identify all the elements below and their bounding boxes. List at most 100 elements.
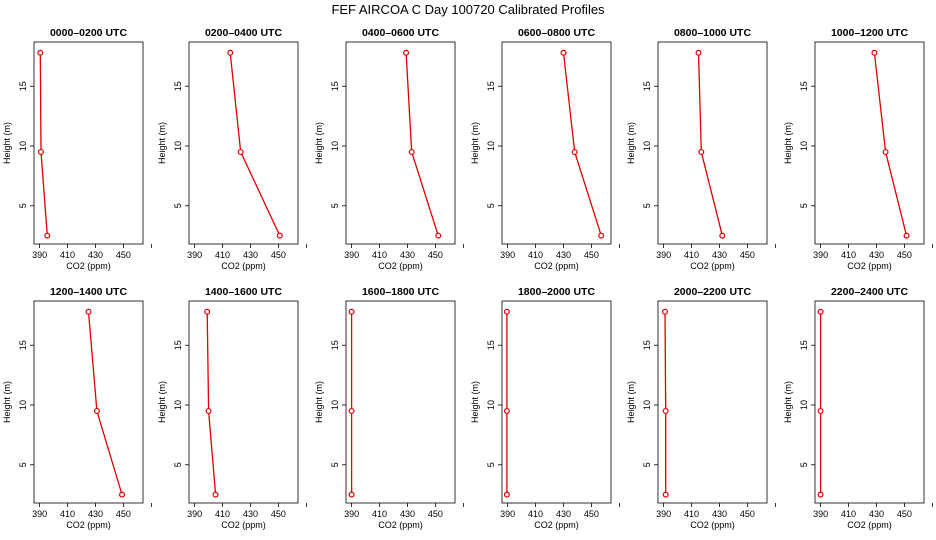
profile-line [697, 52, 723, 236]
x-tick-label: 450 [428, 250, 443, 260]
panel-title: 1000–1200 UTC [831, 27, 908, 39]
y-tick-label: 5 [642, 462, 652, 467]
y-tick-label: 10 [642, 141, 652, 151]
y-tick-label: 5 [173, 462, 183, 467]
y-tick-label: 5 [486, 203, 496, 208]
x-axis-label: CO2 (ppm) [534, 261, 579, 271]
profile-line [873, 52, 908, 236]
data-point [348, 491, 355, 498]
panel-title: 2000–2200 UTC [674, 286, 751, 298]
x-axis-label: CO2 (ppm) [66, 261, 111, 271]
x-tick-label: 410 [528, 509, 543, 519]
data-point [85, 308, 92, 315]
panel-title: 0000–0200 UTC [50, 27, 127, 39]
y-axis-label: Height (m) [783, 381, 793, 423]
x-tick-label: 450 [584, 509, 599, 519]
x-tick-label: 450 [271, 509, 286, 519]
x-tick-label: 430 [712, 509, 727, 519]
y-tick-label: 10 [173, 141, 183, 151]
panel-title: 0400–0600 UTC [362, 27, 439, 39]
x-tick-label: 390 [500, 250, 515, 260]
y-tick-label: 10 [18, 141, 28, 151]
data-point [903, 232, 910, 239]
panel-title: 1800–2000 UTC [518, 286, 595, 298]
profile-line [405, 52, 439, 236]
x-tick-label: 450 [428, 509, 443, 519]
y-tick-label: 15 [330, 340, 340, 350]
x-tick-label: 410 [372, 509, 387, 519]
y-axis-label: Height (m) [157, 381, 167, 423]
profile-line [562, 52, 602, 236]
x-tick-label: 430 [869, 250, 884, 260]
panel-12: 2200–2400 UTC 390 410 430 450 5 10 15 CO2 (ppm) H… [783, 286, 933, 530]
x-tick-label: 390 [656, 509, 671, 519]
data-point [698, 148, 705, 155]
x-tick-label: 410 [528, 250, 543, 260]
y-tick-label: 5 [799, 203, 809, 208]
x-tick-label: 410 [841, 250, 856, 260]
y-tick-label: 15 [173, 81, 183, 91]
data-point [571, 148, 578, 155]
data-point [817, 491, 824, 498]
x-tick-label: 450 [740, 250, 755, 260]
x-tick-label: 410 [60, 509, 75, 519]
y-tick-label: 5 [173, 203, 183, 208]
data-point [227, 49, 234, 56]
x-tick-label: 390 [500, 509, 515, 519]
data-point [662, 491, 669, 498]
x-tick-label: 390 [187, 509, 202, 519]
y-axis-label: Height (m) [2, 381, 12, 423]
plot-frame [345, 300, 456, 504]
y-tick-label: 5 [642, 203, 652, 208]
y-tick-label: 10 [486, 141, 496, 151]
x-tick-label: 430 [556, 250, 571, 260]
y-tick-label: 10 [799, 141, 809, 151]
x-tick-label: 390 [656, 250, 671, 260]
y-tick-label: 15 [799, 340, 809, 350]
plot-frame [33, 300, 144, 504]
y-tick-label: 5 [330, 462, 340, 467]
data-point [44, 232, 51, 239]
x-axis-label: CO2 (ppm) [847, 261, 892, 271]
profile-line [229, 52, 281, 236]
x-axis-label: CO2 (ppm) [378, 520, 423, 530]
y-tick-label: 10 [330, 400, 340, 410]
data-point [93, 407, 100, 414]
x-tick-label: 450 [740, 509, 755, 519]
plot-frame [501, 41, 612, 245]
y-axis-label: Height (m) [314, 122, 324, 164]
y-tick-label: 10 [486, 400, 496, 410]
plot-frame [657, 41, 768, 245]
data-point [408, 148, 415, 155]
y-axis-label: Height (m) [470, 122, 480, 164]
x-tick-label: 390 [344, 509, 359, 519]
y-tick-label: 15 [799, 81, 809, 91]
x-tick-label: 450 [116, 509, 131, 519]
data-point [348, 407, 355, 414]
y-axis-label: Height (m) [314, 381, 324, 423]
x-tick-label: 390 [187, 250, 202, 260]
y-tick-label: 15 [173, 340, 183, 350]
panel-grid: 0000–0200 UTC 390 410 430 450 5 10 15 CO2 (ppm) H… [2, 27, 933, 530]
data-point [37, 49, 44, 56]
data-point [276, 232, 283, 239]
plot-frame [814, 41, 925, 245]
x-tick-label: 390 [32, 250, 47, 260]
y-axis-label: Height (m) [783, 122, 793, 164]
profile-line [664, 311, 667, 495]
x-tick-label: 410 [684, 250, 699, 260]
y-tick-label: 15 [18, 81, 28, 91]
y-tick-label: 15 [486, 81, 496, 91]
panel-7: 1200–1400 UTC 390 410 430 450 5 10 15 CO2 (ppm) H… [2, 286, 152, 530]
x-tick-label: 430 [556, 509, 571, 519]
data-point [882, 148, 889, 155]
panel-title: 1400–1600 UTC [205, 286, 282, 298]
y-tick-label: 15 [486, 340, 496, 350]
y-tick-label: 15 [642, 81, 652, 91]
data-point [661, 308, 668, 315]
x-tick-label: 430 [88, 509, 103, 519]
profile-line [87, 311, 123, 495]
x-tick-label: 450 [897, 509, 912, 519]
y-tick-label: 10 [18, 400, 28, 410]
